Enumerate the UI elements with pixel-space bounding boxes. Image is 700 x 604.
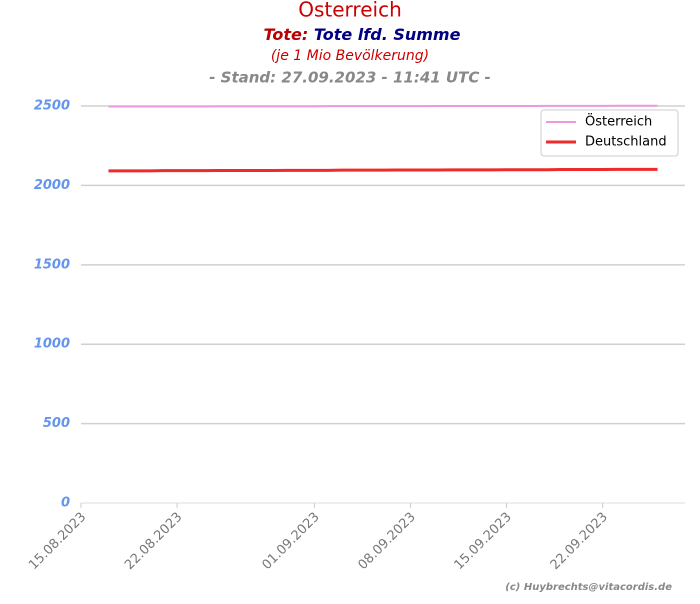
y-tick-label: 500 — [43, 416, 70, 431]
subtitle-text: Tote lfd. Summe — [314, 25, 461, 44]
x-tick-label: 08.09.2023 — [356, 510, 419, 573]
line — [108, 104, 658, 108]
stand: - Stand: 27.09.2023 - 11:41 UTC - — [209, 69, 491, 87]
y-tick-label: 1000 — [34, 337, 70, 352]
footer: (c) Huybrechts@vitacordis.de — [505, 582, 672, 593]
x-tick-label: 01.09.2023 — [259, 510, 322, 573]
x-tick-label: 22.08.2023 — [122, 510, 185, 573]
x-tick-label: 15.09.2023 — [452, 510, 515, 573]
legend-label: Österreich — [585, 113, 652, 130]
note: (je 1 Mio Bevölkerung) — [271, 48, 429, 64]
chart-title: Österreich — [298, 0, 402, 22]
y-tick-label: 1500 — [34, 257, 70, 272]
subtitle-prefix: Tote: — [264, 25, 309, 44]
legend: Österreich Deutschland — [540, 109, 679, 157]
line — [108, 167, 658, 173]
subtitle: Tote: Tote lfd. Summe — [264, 25, 461, 44]
y-tick-label: 2500 — [34, 99, 70, 114]
y-tick-label: 0 — [61, 496, 70, 511]
y-tick-label: 2000 — [34, 178, 70, 193]
x-tick-label: 15.08.2023 — [26, 510, 89, 573]
legend-label: Deutschland — [585, 135, 667, 150]
x-tick-label: 22.09.2023 — [548, 510, 611, 573]
